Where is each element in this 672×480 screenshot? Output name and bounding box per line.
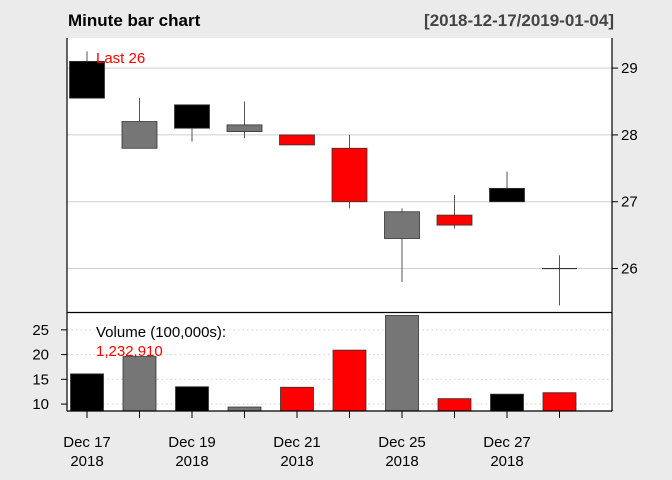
candle-body (331, 147, 368, 203)
volume-bar (175, 386, 209, 412)
price-axis-ticks: 26 27 28 29 (612, 60, 638, 278)
volume-bars (70, 315, 577, 412)
x-tick-label-date: Dec 19 (168, 434, 216, 451)
x-tick-label-year: 2018 (490, 453, 523, 470)
candle-bodies (69, 60, 577, 270)
last-price-label: Last 26 (96, 50, 145, 67)
x-tick-label-date: Dec 25 (378, 434, 426, 451)
x-axis-ticks: Dec 17 2018 Dec 19 2018 Dec 21 2018 Dec 25 2018… (63, 411, 560, 470)
volume-bar (122, 356, 157, 412)
chart-title: Minute bar chart (68, 11, 201, 30)
candle-body (436, 214, 473, 226)
volume-label: Volume (100,000s): (96, 324, 226, 341)
x-tick-label-date: Dec 21 (273, 434, 321, 451)
candle-body (174, 104, 210, 129)
price-tick-label: 26 (621, 261, 638, 278)
volume-tick-label: 10 (32, 396, 49, 413)
volume-bar (280, 386, 314, 412)
price-tick-label: 28 (621, 127, 638, 144)
date-range: [2018-12-17/2019-01-04] (424, 11, 614, 30)
x-tick-label-year: 2018 (70, 453, 103, 470)
candle-body (226, 124, 263, 132)
volume-axis-ticks: 10 15 20 25 (32, 322, 67, 413)
x-tick-label-year: 2018 (175, 453, 208, 470)
x-tick-label-date: Dec 27 (483, 434, 531, 451)
volume-bar (490, 393, 524, 412)
volume-bar (437, 398, 472, 412)
volume-gridlines (67, 329, 612, 405)
candle-body (384, 211, 420, 239)
candle-body (279, 134, 315, 146)
x-tick-label-year: 2018 (385, 453, 418, 470)
price-tick-label: 27 (621, 194, 638, 211)
volume-value: 1,232,910 (96, 343, 163, 360)
volume-bar (332, 349, 367, 412)
x-tick-label-date: Dec 17 (63, 434, 111, 451)
candle-body (69, 60, 105, 99)
candle-body (489, 187, 525, 203)
price-tick-label: 29 (621, 60, 638, 77)
volume-tick-label: 15 (32, 371, 49, 388)
x-tick-label-year: 2018 (280, 453, 313, 470)
candle-body (121, 121, 158, 149)
volume-bar (70, 373, 104, 412)
volume-bar (542, 392, 577, 412)
volume-tick-label: 20 (32, 347, 49, 364)
volume-bar (385, 315, 419, 412)
volume-tick-label: 25 (32, 322, 49, 339)
